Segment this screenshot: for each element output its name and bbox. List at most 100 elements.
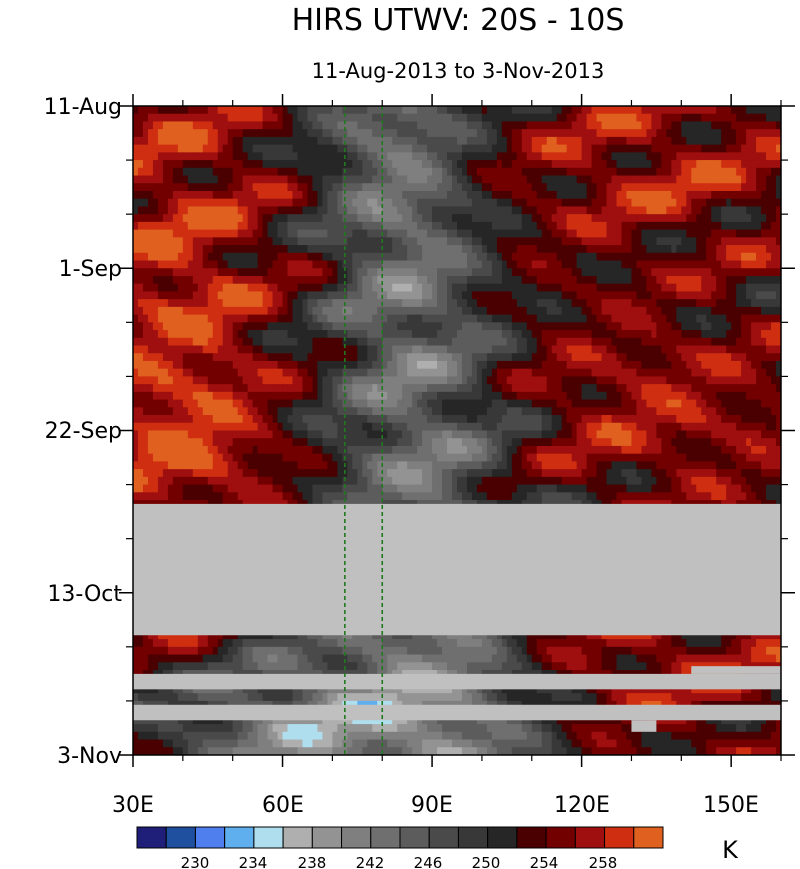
heatmap-cell xyxy=(442,106,448,115)
heatmap-cell xyxy=(661,245,667,254)
heatmap-cell xyxy=(247,229,254,238)
heatmap-cell xyxy=(167,291,174,300)
heatmap-cell xyxy=(382,237,388,246)
heatmap-cell xyxy=(526,190,533,200)
heatmap-cell xyxy=(586,113,593,123)
heatmap-cell xyxy=(352,221,358,231)
heatmap-cell xyxy=(621,306,628,316)
heatmap-cell xyxy=(292,360,299,370)
heatmap-cell xyxy=(442,345,448,354)
heatmap-cell xyxy=(666,245,672,254)
heatmap-cell xyxy=(586,268,593,277)
heatmap-cell xyxy=(427,160,433,169)
heatmap-cell xyxy=(317,260,324,269)
heatmap-cell xyxy=(491,353,498,362)
heatmap-cell xyxy=(671,152,677,161)
heatmap-cell xyxy=(576,345,583,354)
heatmap-cell xyxy=(242,252,249,262)
heatmap-cell xyxy=(756,245,762,254)
heatmap-cell xyxy=(327,160,333,169)
heatmap-cell xyxy=(631,190,638,200)
heatmap-cell xyxy=(222,152,229,161)
heatmap-cell xyxy=(536,190,543,200)
heatmap-cell xyxy=(531,330,538,339)
heatmap-cell xyxy=(511,214,518,223)
heatmap-cell xyxy=(317,314,324,323)
heatmap-cell xyxy=(621,198,628,208)
heatmap-cell xyxy=(541,322,548,331)
heatmap-cell xyxy=(447,190,453,200)
heatmap-cell xyxy=(212,214,219,223)
heatmap-cell xyxy=(182,183,189,192)
heatmap-cell xyxy=(133,368,139,378)
heatmap-cell xyxy=(257,291,264,300)
heatmap-cell xyxy=(666,322,672,331)
heatmap-cell xyxy=(616,283,623,293)
heatmap-cell xyxy=(556,167,563,177)
heatmap-cell xyxy=(287,252,294,262)
heatmap-cell xyxy=(471,136,478,146)
heatmap-cell xyxy=(222,167,229,177)
heatmap-cell xyxy=(452,106,458,115)
heatmap-cell xyxy=(601,106,608,115)
heatmap-cell xyxy=(187,353,194,362)
heatmap-cell xyxy=(447,229,453,238)
heatmap-cell xyxy=(716,291,722,300)
heatmap-cell xyxy=(232,121,239,130)
heatmap-cell xyxy=(282,136,289,146)
heatmap-cell xyxy=(232,245,239,254)
heatmap-cell xyxy=(661,129,667,138)
heatmap-cell xyxy=(157,384,164,393)
heatmap-cell xyxy=(452,345,458,354)
heatmap-cell xyxy=(506,237,513,246)
heatmap-cell xyxy=(182,330,189,339)
heatmap-cell xyxy=(756,206,762,215)
heatmap-cell xyxy=(447,183,453,192)
heatmap-cell xyxy=(227,268,234,277)
heatmap-cell xyxy=(287,345,294,354)
heatmap-cell xyxy=(297,283,304,293)
heatmap-cell xyxy=(362,121,368,130)
heatmap-cell xyxy=(476,214,483,223)
heatmap-cell xyxy=(287,221,294,231)
heatmap-cell xyxy=(656,283,662,293)
heatmap-cell xyxy=(452,221,458,231)
heatmap-cell xyxy=(546,391,553,401)
heatmap-cell xyxy=(656,175,662,184)
heatmap-cell xyxy=(596,330,603,339)
heatmap-cell xyxy=(531,360,538,370)
heatmap-cell xyxy=(202,337,209,347)
heatmap-cell xyxy=(187,121,194,130)
heatmap-cell xyxy=(726,391,732,401)
heatmap-cell xyxy=(631,330,638,339)
heatmap-cell xyxy=(292,399,299,408)
heatmap-cell xyxy=(636,337,643,347)
heatmap-cell xyxy=(147,229,154,238)
heatmap-cell xyxy=(432,360,438,370)
heatmap-cell xyxy=(726,337,732,347)
heatmap-cell xyxy=(402,376,408,385)
heatmap-cell xyxy=(237,221,244,231)
heatmap-cell xyxy=(297,260,304,269)
heatmap-cell xyxy=(756,345,762,354)
heatmap-cell xyxy=(611,306,618,316)
heatmap-cell xyxy=(412,229,418,238)
heatmap-cell xyxy=(526,368,533,378)
heatmap-cell xyxy=(232,360,239,370)
heatmap-cell xyxy=(721,368,727,378)
heatmap-cell xyxy=(726,113,732,123)
heatmap-cell xyxy=(387,160,393,169)
heatmap-cell xyxy=(172,260,179,269)
heatmap-cell xyxy=(741,106,747,115)
heatmap-cell xyxy=(192,399,199,408)
heatmap-cell xyxy=(481,206,488,215)
heatmap-cell xyxy=(347,368,353,378)
heatmap-cell xyxy=(422,360,428,370)
heatmap-cell xyxy=(147,268,154,277)
heatmap-cell xyxy=(212,376,219,385)
heatmap-cell xyxy=(736,175,742,184)
heatmap-cell xyxy=(302,214,309,223)
heatmap-cell xyxy=(202,376,209,385)
heatmap-cell xyxy=(561,183,568,192)
heatmap-cell xyxy=(751,322,757,331)
